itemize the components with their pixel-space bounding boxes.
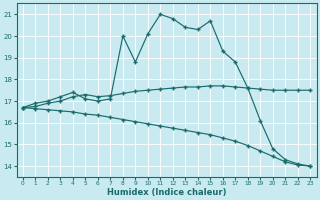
X-axis label: Humidex (Indice chaleur): Humidex (Indice chaleur) — [107, 188, 226, 197]
